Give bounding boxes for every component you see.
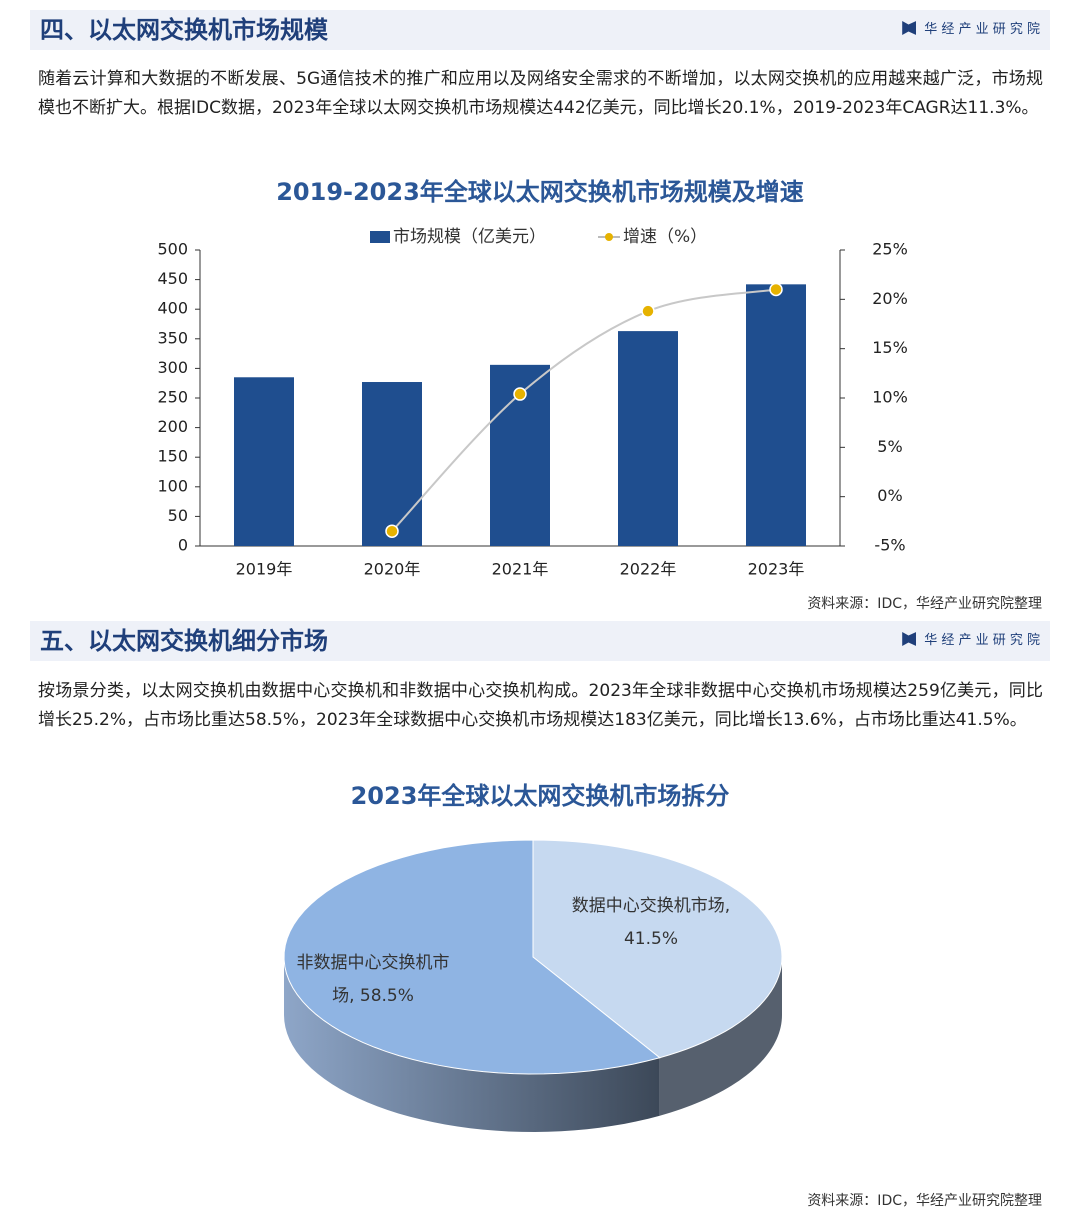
bar — [618, 331, 678, 546]
y-tick-label: 300 — [157, 358, 188, 377]
paragraph: 按场景分类，以太网交换机由数据中心交换机和非数据中心交换机构成。2023年全球非… — [38, 681, 1043, 730]
legend-label: 市场规模（亿美元） — [393, 227, 546, 247]
section-header: 四、以太网交换机市场规模 华 经 产 业 研 究 院 — [30, 10, 1050, 50]
y-tick-label: 350 — [157, 328, 188, 347]
y2-tick-label: -5% — [874, 536, 905, 555]
y-tick-label: 250 — [157, 388, 188, 407]
pie-slice — [532, 839, 783, 1059]
chart-title: 2019-2023年全球以太网交换机市场规模及增速 — [276, 178, 804, 206]
section-header: 五、以太网交换机细分市场 华 经 产 业 研 究 院 — [30, 621, 1050, 661]
x-tick-label: 2023年 — [748, 560, 805, 579]
y-tick-label: 450 — [157, 269, 188, 288]
section-title: 四、以太网交换机市场规模 — [40, 16, 328, 44]
y-tick-label: 0 — [178, 536, 188, 555]
x-tick-label: 2020年 — [364, 560, 421, 579]
brand-text: 华 经 产 业 研 究 院 — [924, 22, 1040, 37]
pie-slice — [283, 839, 661, 1075]
point — [385, 524, 399, 538]
pie-side — [659, 957, 782, 1116]
point — [769, 282, 783, 297]
legend-label: 增速（%） — [623, 227, 707, 247]
y2-tick-label: 20% — [872, 289, 908, 308]
y2-tick-label: 15% — [872, 338, 908, 357]
data-label: 数据中心交换机市场, 41.5% — [571, 896, 731, 949]
y-tick-label: 100 — [157, 476, 188, 495]
bar — [234, 377, 294, 546]
x-tick-label: 2022年 — [620, 560, 677, 579]
y-tick-label: 400 — [157, 299, 188, 318]
y2-tick-label: 25% — [872, 240, 908, 259]
point — [641, 304, 655, 318]
legend-dot — [605, 233, 613, 241]
pie-side — [284, 957, 660, 1132]
paragraph: 随着云计算和大数据的不断发展、5G通信技术的推广和应用以及网络安全需求的不断增加… — [38, 69, 1043, 118]
bar — [362, 382, 422, 546]
legend-swatch — [370, 231, 390, 243]
data-label: 非数据中心交换机市场, 58.5% — [296, 953, 450, 1006]
brand: 华 经 产 业 研 究 院 — [902, 621, 1040, 661]
source: 资料来源：IDC，华经产业研究院整理 — [807, 1193, 1042, 1209]
source: 资料来源：IDC，华经产业研究院整理 — [807, 596, 1042, 612]
x-tick-label: 2021年 — [492, 560, 549, 579]
chart-title: 2023年全球以太网交换机市场拆分 — [351, 782, 730, 810]
y2-tick-label: 5% — [877, 437, 902, 456]
brand-text: 华 经 产 业 研 究 院 — [924, 633, 1040, 648]
y2-tick-label: 0% — [877, 486, 902, 505]
bar — [746, 284, 806, 546]
y-tick-label: 150 — [157, 447, 188, 466]
x-tick-label: 2019年 — [236, 560, 293, 579]
brand: 华 经 产 业 研 究 院 — [902, 10, 1040, 50]
point — [513, 387, 527, 401]
y-tick-label: 200 — [157, 417, 188, 436]
y2-tick-label: 10% — [872, 388, 908, 407]
y-tick-label: 500 — [157, 240, 188, 259]
section-title: 五、以太网交换机细分市场 — [40, 627, 328, 655]
y-tick-label: 50 — [168, 506, 188, 525]
line — [391, 288, 777, 532]
